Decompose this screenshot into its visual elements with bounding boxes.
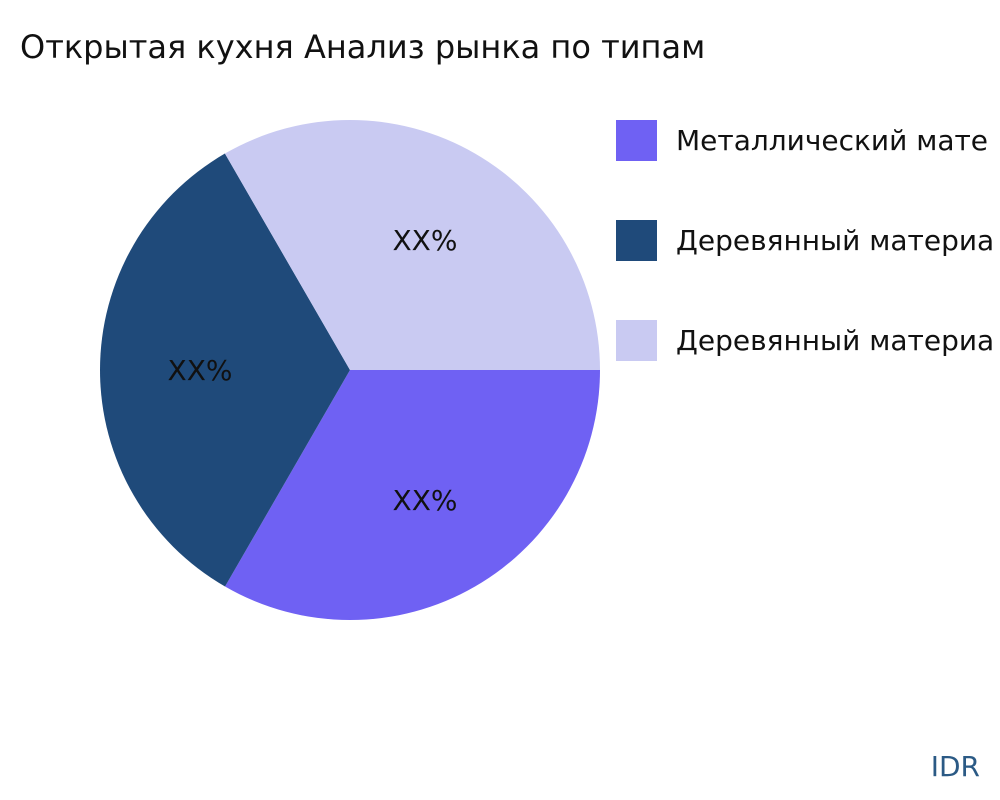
pie-slice[interactable]: [224, 119, 601, 371]
chart-title: Открытая кухня Анализ рынка по типам: [20, 28, 706, 66]
legend-item[interactable]: Деревянный материа: [616, 219, 995, 261]
slice-data-label: XX%: [393, 484, 458, 517]
legend-swatch: [616, 319, 657, 361]
slice-data-label: XX%: [168, 354, 233, 387]
legend-label: Металлический мате: [676, 123, 989, 157]
pie-slice[interactable]: [225, 370, 600, 621]
legend-item[interactable]: Металлический мате: [616, 119, 989, 161]
legend-swatch: [616, 119, 657, 161]
watermark-logo: IDR: [930, 750, 980, 783]
pie-slice[interactable]: [100, 153, 350, 587]
legend-swatch: [616, 219, 657, 261]
legend-label: Деревянный материа: [676, 323, 995, 357]
legend-item[interactable]: Деревянный материа: [616, 319, 995, 361]
legend-label: Деревянный материа: [676, 223, 995, 257]
slice-data-label: XX%: [392, 224, 457, 257]
